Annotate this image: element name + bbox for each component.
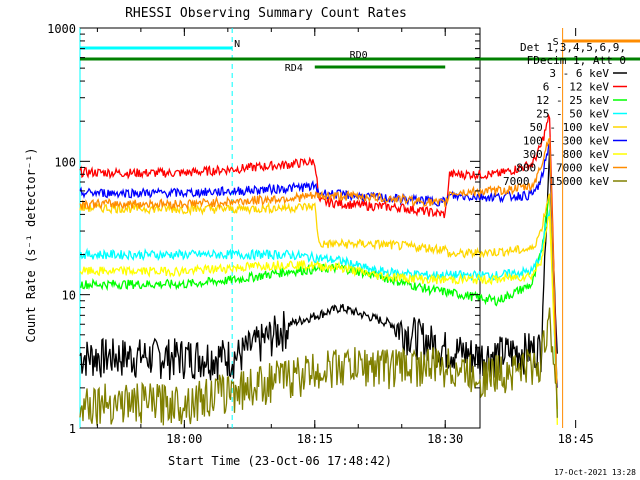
y-tick-label-2: 100 [54,155,76,169]
series-line-0 [79,149,558,381]
timestamp: 17-Oct-2021 13:28 [554,468,636,477]
series-line-2 [79,194,558,415]
legend-label-0: 3 - 6 keV [549,67,609,80]
legend-label-7: 800 - 7000 keV [516,162,609,175]
y-tick-label-0: 1 [69,422,76,436]
x-tick-label-1: 18:15 [297,432,333,446]
series-line-3 [79,209,558,419]
legend-label-8: 7000 - 15000 keV [503,175,609,188]
legend-label-5: 100 - 300 keV [523,135,609,148]
x-tick-label-0: 18:00 [166,432,202,446]
legend-label-6: 300 - 800 keV [523,148,609,161]
legend-label-2: 12 - 25 keV [536,94,609,107]
flag-label-N: N [234,39,240,50]
flag-bars: N S RD0 RD4 [80,37,640,74]
y-tick-label-3: 1000 [47,22,76,36]
legend-label-1: 6 - 12 keV [543,81,610,94]
series-line-7 [79,136,558,410]
legend-label-4: 50 - 100 keV [530,121,610,134]
flag-label-RD0: RD0 [350,50,368,61]
vertical-markers [79,28,564,428]
x-axis-label: Start Time (23-Oct-06 17:48:42) [168,454,392,468]
x-tick-label-2: 18:30 [427,432,463,446]
series-line-6 [79,215,558,425]
y-axis-label: Count Rate (s⁻¹ detector⁻¹) [24,147,38,342]
flag-label-RD4: RD4 [285,63,303,74]
series-lines [79,113,558,426]
y-axis: 1 10 100 1000 [47,22,480,436]
x-tick-label-3: 18:45 [558,432,594,446]
legend-label-3: 25 - 50 keV [536,108,609,121]
series-line-8 [79,307,558,426]
y-tick-label-1: 10 [62,289,76,303]
series-line-4 [79,192,558,387]
legend: Det 1,3,4,5,6,9,FDecim 1, Att 03 - 6 keV… [503,41,627,188]
chart-title: RHESSI Observing Summary Count Rates [125,6,407,21]
flag-label-S: S [553,37,559,48]
legend-header-1: FDecim 1, Att 0 [527,54,626,67]
series-line-1 [79,113,558,389]
legend-header-0: Det 1,3,4,5,6,9, [520,41,626,54]
